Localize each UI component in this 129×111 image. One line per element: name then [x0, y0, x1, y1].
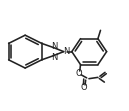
- Text: N: N: [51, 53, 57, 62]
- Text: O: O: [76, 69, 83, 78]
- Text: N: N: [63, 47, 69, 56]
- Text: N: N: [51, 42, 57, 51]
- Text: O: O: [80, 83, 87, 92]
